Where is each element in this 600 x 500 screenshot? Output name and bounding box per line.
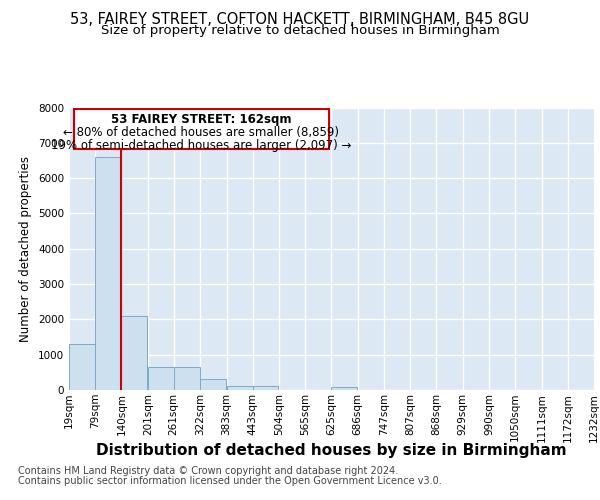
Text: ← 80% of detached houses are smaller (8,859): ← 80% of detached houses are smaller (8,… [64, 126, 340, 139]
Bar [174, 367, 200, 390]
Text: Contains HM Land Registry data © Crown copyright and database right 2024.: Contains HM Land Registry data © Crown c… [18, 466, 398, 476]
Bar [69, 344, 95, 390]
Text: 53, FAIREY STREET, COFTON HACKETT, BIRMINGHAM, B45 8GU: 53, FAIREY STREET, COFTON HACKETT, BIRMI… [70, 12, 530, 28]
Bar [95, 157, 121, 390]
Text: 53 FAIREY STREET: 162sqm: 53 FAIREY STREET: 162sqm [111, 113, 292, 126]
Text: Size of property relative to detached houses in Birmingham: Size of property relative to detached ho… [101, 24, 499, 37]
Bar [148, 367, 174, 390]
Text: 19% of semi-detached houses are larger (2,097) →: 19% of semi-detached houses are larger (… [51, 140, 352, 152]
Text: Contains public sector information licensed under the Open Government Licence v3: Contains public sector information licen… [18, 476, 442, 486]
Text: Distribution of detached houses by size in Birmingham: Distribution of detached houses by size … [97, 442, 567, 458]
Bar [331, 388, 357, 390]
Bar [200, 380, 226, 390]
Bar [121, 316, 148, 390]
Y-axis label: Number of detached properties: Number of detached properties [19, 156, 32, 342]
FancyBboxPatch shape [74, 108, 329, 149]
Bar [253, 386, 278, 390]
Bar [227, 386, 253, 390]
